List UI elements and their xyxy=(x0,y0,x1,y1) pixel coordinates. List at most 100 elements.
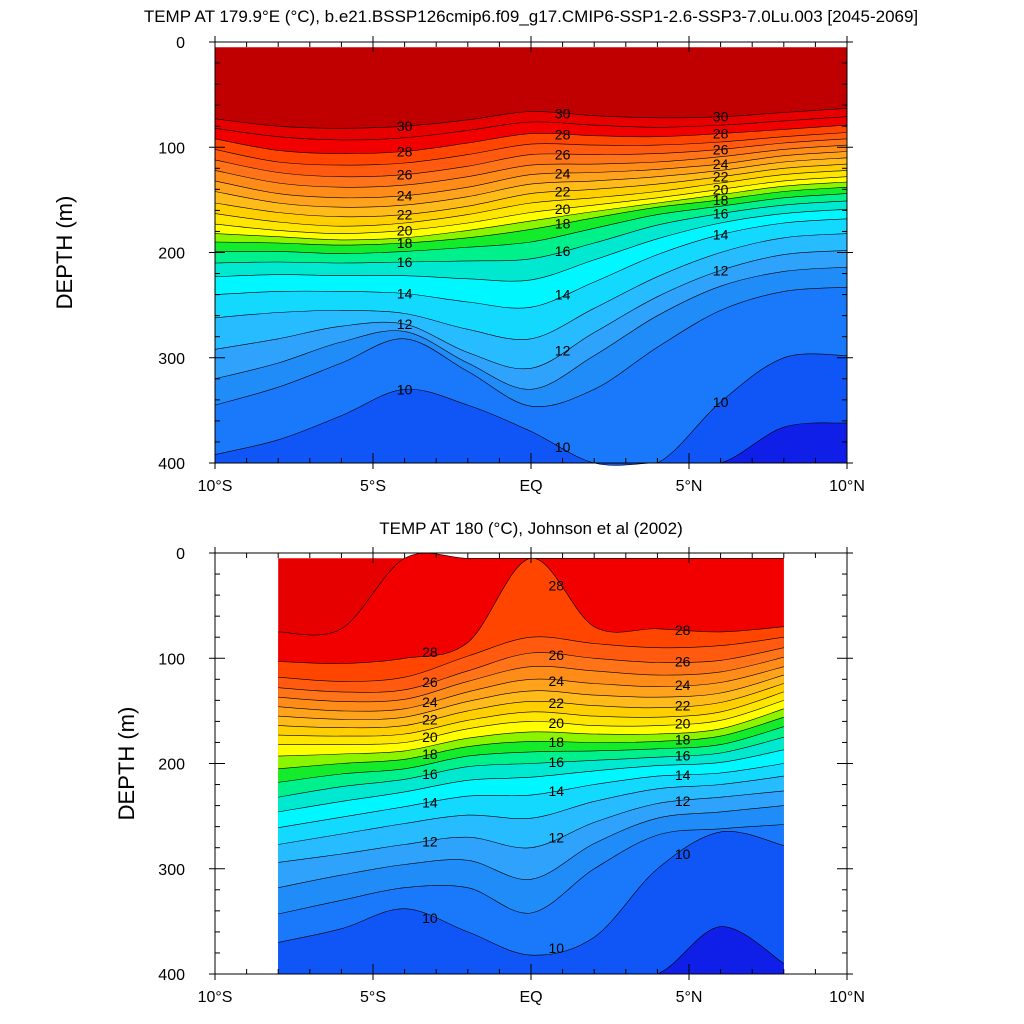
contour-label-20: 20 xyxy=(555,201,571,217)
isotherm-19 xyxy=(278,708,784,757)
isotherm-26 xyxy=(278,647,784,693)
contour-label-22: 22 xyxy=(555,183,571,199)
isotherm-12 xyxy=(214,250,848,370)
contour-label-20: 20 xyxy=(422,729,438,745)
contour-label-22: 22 xyxy=(422,712,438,728)
contour-label-20: 20 xyxy=(675,716,691,732)
contour-label-24: 24 xyxy=(555,166,571,182)
contour-label-30: 30 xyxy=(397,118,413,134)
x-tick-label: EQ xyxy=(519,989,542,1006)
contour-label-12: 12 xyxy=(397,316,413,332)
contour-label-26: 26 xyxy=(555,147,571,163)
x-tick-label: 5°S xyxy=(360,989,386,1006)
isotherm-22 xyxy=(278,683,784,729)
temp-band-9 xyxy=(278,926,784,974)
temp-band-10 xyxy=(215,353,847,466)
x-tick-label: EQ xyxy=(519,478,542,495)
isotherm-21 xyxy=(214,170,848,227)
contour-label-16: 16 xyxy=(713,206,729,222)
isotherm-15 xyxy=(214,209,848,282)
isotherm-18 xyxy=(278,716,784,770)
isotherm-24 xyxy=(278,666,784,712)
contour-label-10: 10 xyxy=(397,381,413,397)
contour-label-10: 10 xyxy=(422,910,438,926)
isotherm-11_5 xyxy=(278,805,784,888)
isotherm-18 xyxy=(214,186,848,246)
contour-label-16: 16 xyxy=(397,254,413,270)
contour-label-24: 24 xyxy=(675,677,691,693)
isotherm-27 xyxy=(278,636,784,682)
isotherm-20 xyxy=(278,700,784,746)
isotherm-17 xyxy=(214,193,848,254)
chart-title: TEMP AT 179.9°E (°C), b.e21.BSSP126cmip6… xyxy=(144,7,918,26)
x-tick-label: 10°S xyxy=(198,478,233,495)
isotherm-14 xyxy=(214,218,848,309)
isotherm-11 xyxy=(278,824,784,915)
temp-band-10 xyxy=(278,831,784,974)
contour-label-26: 26 xyxy=(548,647,564,663)
isotherm-16 xyxy=(278,736,784,798)
isotherm-19 xyxy=(214,181,848,241)
isotherm-13 xyxy=(214,233,848,340)
y-tick-label: 100 xyxy=(158,140,185,157)
contour-label-14: 14 xyxy=(422,794,438,810)
isotherm-29 xyxy=(278,552,784,636)
contour-label-18: 18 xyxy=(397,235,413,251)
contour-label-22: 22 xyxy=(397,207,413,223)
contour-label-28: 28 xyxy=(713,126,729,142)
y-tick-label: 200 xyxy=(158,757,185,774)
isotherm-10 xyxy=(214,353,848,466)
isotherm-29 xyxy=(214,116,848,141)
contour-label-18: 18 xyxy=(422,746,438,762)
isotherm-26 xyxy=(214,138,848,178)
contour-label-28: 28 xyxy=(675,622,691,638)
y-tick-label: 300 xyxy=(158,351,185,368)
contour-label-22: 22 xyxy=(713,169,729,185)
isotherm-11 xyxy=(214,286,848,408)
contour-label-24: 24 xyxy=(713,156,729,172)
x-tick-label: 5°S xyxy=(360,478,386,495)
contour-label-12: 12 xyxy=(713,262,729,278)
y-axis-label: DEPTH (m) xyxy=(52,196,77,310)
isotherm-23 xyxy=(278,674,784,720)
contour-label-28: 28 xyxy=(422,644,438,660)
contour-label-24: 24 xyxy=(548,673,564,689)
x-tick-label: 5°N xyxy=(676,989,703,1006)
contour-label-24: 24 xyxy=(422,694,438,710)
y-tick-label: 300 xyxy=(158,862,185,879)
contour-label-28: 28 xyxy=(548,578,564,594)
contour-label-12: 12 xyxy=(422,834,438,850)
y-tick-label: 0 xyxy=(176,546,185,563)
contour-label-16: 16 xyxy=(548,754,564,770)
contour-label-22: 22 xyxy=(548,695,564,711)
contour-label-30: 30 xyxy=(555,106,571,122)
chart-title: TEMP AT 180 (°C), Johnson et al (2002) xyxy=(379,519,683,538)
contour-label-28: 28 xyxy=(397,143,413,159)
isotherm-20 xyxy=(214,176,848,234)
contour-label-26: 26 xyxy=(713,141,729,157)
y-tick-label: 400 xyxy=(158,967,185,984)
y-tick-label: 400 xyxy=(158,456,185,473)
contour-label-10: 10 xyxy=(713,394,729,410)
isotherm-25 xyxy=(214,144,848,188)
contour-label-12: 12 xyxy=(675,793,691,809)
y-tick-label: 100 xyxy=(158,651,185,668)
x-tick-label: 10°S xyxy=(198,989,233,1006)
contour-label-12: 12 xyxy=(555,342,571,358)
isotherm-12 xyxy=(278,790,784,863)
contour-label-14: 14 xyxy=(548,783,564,799)
isotherm-10 xyxy=(278,830,784,956)
contour-label-26: 26 xyxy=(675,654,691,670)
contour-label-24: 24 xyxy=(397,188,413,204)
contour-label-10: 10 xyxy=(675,846,691,862)
isotherm-15 xyxy=(278,749,784,813)
contour-label-28: 28 xyxy=(555,127,571,143)
isotherm-30 xyxy=(214,108,848,129)
isotherm-28 xyxy=(214,124,848,154)
contour-label-26: 26 xyxy=(422,674,438,690)
y-tick-label: 200 xyxy=(158,246,185,263)
contour-label-14: 14 xyxy=(713,227,729,243)
contour-label-26: 26 xyxy=(397,167,413,183)
